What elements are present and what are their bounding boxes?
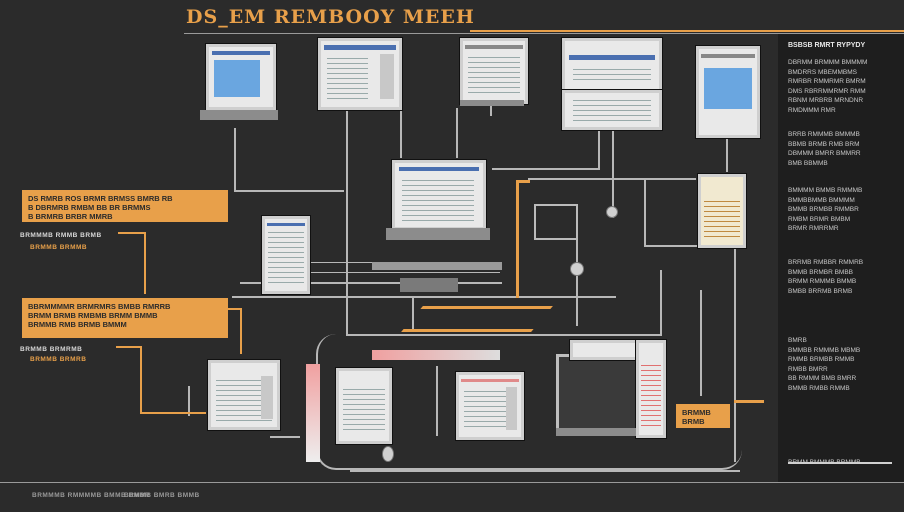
connector-line [412,296,414,332]
orange-connector [516,180,519,298]
footer-right-text: BRMMB BMRB BMMB [124,492,200,499]
connector-line [612,130,614,218]
computer-monitor [562,38,662,92]
orange-connector [401,306,553,332]
connector-line [576,236,578,326]
panel-text-block: BMRB BMMBB RMMMB MBMB RMMB BRMBB RMMB RM… [788,337,861,392]
connector-line [726,126,728,172]
orange-connector [516,180,530,183]
connector-line [644,245,698,247]
panel-heading: BSBSB RMRT RYPYDY [788,42,866,49]
computer-monitor [456,372,524,440]
title-underline [470,30,904,32]
orange-connector [140,346,142,414]
connector-line [232,296,616,298]
panel-text-block: BMMMM BMMB RMMMB BMMBBMMB BMMMM BMMB BRM… [788,187,863,232]
connector-line [240,282,502,284]
rack-strip [372,350,500,360]
footer-left-text: BRMMMB RMMMMB BMMB BMBR [32,492,151,499]
computer-monitor [696,46,760,138]
connector-line [350,470,740,472]
side-label: BRMMMB RMMB BRMB [20,232,102,239]
computer-monitor [336,368,392,444]
orange-note: DS RMRB ROS BRMR BRMSS BMRB RB B DBRMRB … [22,190,228,222]
empty-frame [534,204,578,240]
connector-line [346,108,348,334]
orange-connector [240,308,242,354]
connector-line [644,178,646,246]
connector-line [346,334,662,336]
orange-connector [116,346,142,348]
junction-node [570,262,584,276]
computer-monitor [206,44,276,110]
junction-node [606,206,618,218]
computer-base [556,428,636,436]
connector-line [310,272,500,273]
connector-line [400,108,402,158]
panel-divider [788,462,892,464]
orange-connector [144,232,146,294]
connector-line [700,290,702,396]
connector-line [270,436,300,438]
device-box [400,278,458,292]
connector-line [660,270,662,336]
computer-monitor [318,38,402,110]
panel-text-block: DBRMM BRMMM BMMMM BMDRRS MBEMMBMS RMRBR … [788,59,868,114]
diagram-title: DS_EM REMBOOY MEEH [186,6,475,28]
central-computer [392,160,486,230]
junction-node [382,446,394,462]
side-label: BRMMB BRMRB [30,356,87,363]
connector-line [598,124,600,168]
description-panel: BSBSB RMRT RYPYDY DBRMM BRMMM BMMMM BMDR… [778,34,904,482]
side-label: BRMMB BRMRMB [20,346,83,353]
connector-line [436,366,438,436]
panel-text-block: BRRMB RMBBR RMMRB BMMB BRMBR BMBB BRMM R… [788,259,864,295]
footer-rule [0,482,904,483]
orange-connector [118,232,146,234]
orange-note: BBRMMMMR BRMRMRS BMBB RMRRB BRMM BRMB RM… [22,298,228,338]
document-page [262,216,310,294]
connector-line [492,168,600,170]
orange-connector [222,308,242,310]
computer-base [200,110,278,120]
dark-monitor [556,354,638,432]
server-tower [306,364,320,462]
connector-line [234,128,236,190]
connector-line [188,386,190,416]
blueprint-document [698,174,746,248]
connector-line [456,108,458,158]
spreadsheet-panel [562,90,662,130]
computer-base [386,228,490,240]
orange-connector [734,400,764,403]
computer-base [460,100,524,106]
keyboard [372,262,502,270]
computer-monitor [208,360,280,430]
side-panel [636,340,666,438]
side-label: BRMMB BRMMB [30,244,88,251]
connector-line [734,246,736,462]
orange-note: BRMMB BRMB [676,404,730,428]
computer-monitor [460,38,528,104]
orange-connector [140,412,206,414]
panel-text-block: BRRB RMMMB BMMMB BBMB BRMB RMB BRM DBMMM… [788,131,861,167]
connector-line [528,178,696,180]
connector-line [234,190,344,192]
top-divider [184,33,904,34]
